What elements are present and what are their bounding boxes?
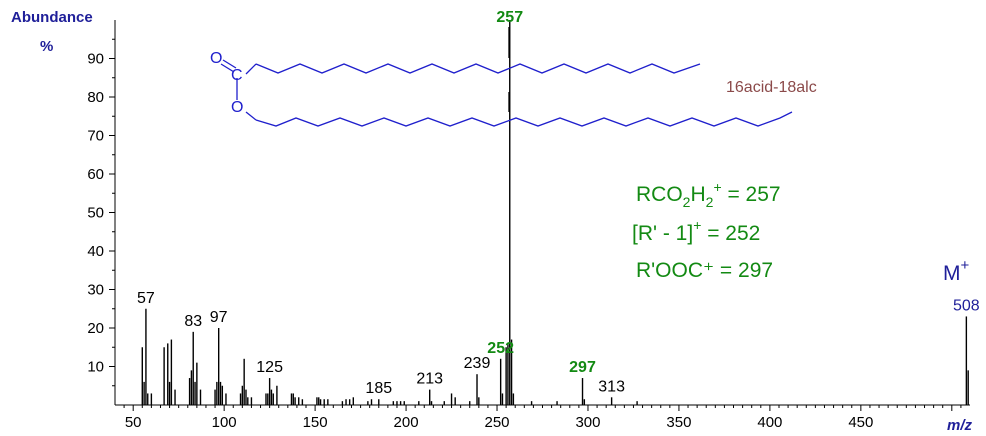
y-axis-title: Abundance bbox=[11, 9, 93, 26]
molecular-ion-sup: + bbox=[961, 257, 970, 274]
bars-group bbox=[141, 20, 969, 405]
annotation-r-minus-1: [R' - 1]+ = 252 bbox=[632, 217, 760, 245]
y-tick-label-30: 30 bbox=[87, 282, 104, 299]
annotation-rco2h2-sub2: 2 bbox=[706, 194, 714, 210]
carbonyl-double-bond-b bbox=[220, 63, 235, 73]
x-tick-label-300: 300 bbox=[575, 414, 600, 431]
annotation-rooc: R'OOC⁺ = 297 bbox=[636, 259, 773, 282]
peak-label-508: 508 bbox=[953, 297, 980, 314]
molecular-ion-m: M bbox=[943, 262, 961, 285]
annotation-rco2h2-a: RCO bbox=[636, 183, 683, 206]
structure-label: 16acid-18alc bbox=[726, 79, 817, 96]
y-tick-label-60: 60 bbox=[87, 166, 104, 183]
annotation-rco2h2: RCO2H2+ = 257 bbox=[636, 179, 781, 210]
peak-label-185: 185 bbox=[365, 380, 392, 397]
molecule-structure bbox=[220, 27, 793, 127]
annotation-rco2h2-sub1: 2 bbox=[683, 194, 691, 210]
peak-label-83: 83 bbox=[184, 313, 202, 330]
annotation-r-minus-1-sup: + bbox=[693, 217, 701, 233]
x-tick-label-50: 50 bbox=[125, 414, 142, 431]
x-tick-label-200: 200 bbox=[394, 414, 419, 431]
x-tick-label-100: 100 bbox=[212, 414, 237, 431]
peak-label-257: 257 bbox=[496, 9, 523, 26]
axes: 10 20 30 40 50 60 70 80 90 50 100 150 200 250 300 350 40… bbox=[87, 20, 970, 431]
peak-label-297: 297 bbox=[569, 359, 596, 376]
x-tick-label-400: 400 bbox=[757, 414, 782, 431]
annotation-r-minus-1-a: [R' - 1] bbox=[632, 222, 693, 245]
x-tick-label-350: 350 bbox=[666, 414, 691, 431]
annotation-rco2h2-b: H bbox=[690, 183, 705, 206]
atom-carbonyl-oxygen: O bbox=[210, 50, 222, 67]
y-tick-label-50: 50 bbox=[87, 205, 104, 222]
molecular-ion-label: M+ bbox=[943, 257, 970, 285]
peak-label-213: 213 bbox=[416, 371, 443, 388]
peak-label-57: 57 bbox=[137, 290, 155, 307]
y-tick-label-40: 40 bbox=[87, 243, 104, 260]
carbonyl-double-bond-a bbox=[222, 59, 237, 69]
ester-bond-o-chain bbox=[245, 111, 257, 121]
ester-bond-c-chain bbox=[245, 63, 257, 75]
y-tick-label-90: 90 bbox=[87, 51, 104, 68]
peak-label-252: 252 bbox=[487, 340, 514, 357]
acyl-chain bbox=[255, 63, 701, 74]
atom-carbon: C bbox=[231, 67, 243, 84]
peak-label-313: 313 bbox=[598, 378, 625, 395]
y-tick-label-20: 20 bbox=[87, 320, 104, 337]
peak-label-125: 125 bbox=[256, 359, 283, 376]
y-tick-label-80: 80 bbox=[87, 89, 104, 106]
x-tick-label-250: 250 bbox=[485, 414, 510, 431]
alkyl-chain bbox=[255, 111, 793, 127]
atom-ester-oxygen: O bbox=[231, 99, 243, 116]
x-axis-title: m/z bbox=[947, 417, 973, 434]
peak-label-97: 97 bbox=[210, 309, 228, 326]
y-axis-unit: % bbox=[40, 38, 53, 55]
x-tick-label-450: 450 bbox=[848, 414, 873, 431]
annotation-rco2h2-sup: + bbox=[713, 179, 721, 195]
y-tick-label-70: 70 bbox=[87, 128, 104, 145]
peak-label-239: 239 bbox=[464, 355, 491, 372]
annotation-r-minus-1-b: = 252 bbox=[701, 222, 760, 245]
x-tick-label-150: 150 bbox=[303, 414, 328, 431]
annotation-rco2h2-c: = 257 bbox=[722, 183, 781, 206]
y-tick-label-10: 10 bbox=[87, 359, 104, 376]
